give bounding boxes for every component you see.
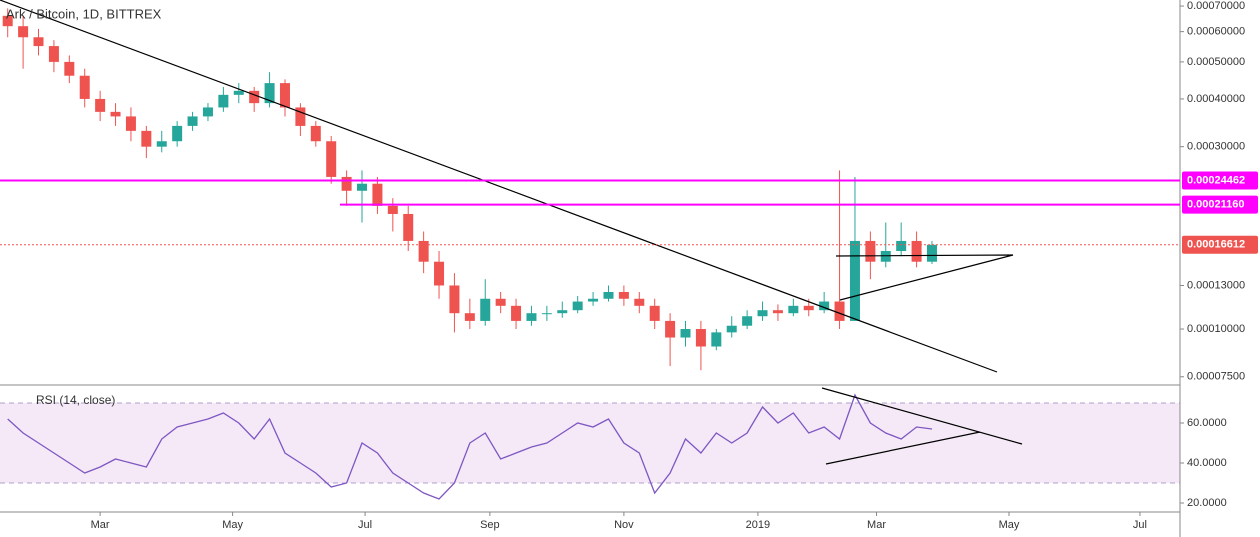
candle-body (541, 313, 552, 315)
candle-body (511, 305, 522, 321)
candle-body (341, 176, 352, 191)
candle-body (788, 305, 799, 314)
triangle (835, 254, 1014, 301)
y-tick-label: 0.00013000 (1187, 279, 1245, 291)
candle-body (495, 298, 506, 306)
rsi-pane (0, 402, 1180, 484)
candle-body (695, 329, 706, 347)
candle-body (172, 125, 183, 142)
candle-body (803, 305, 814, 311)
x-tick-label: Nov (614, 519, 634, 531)
chart-title: Ark / Bitcoin, 1D, BITTREX (6, 6, 162, 21)
candle-body (819, 301, 830, 311)
x-tick-label: Mar (867, 519, 886, 531)
candle-body (526, 313, 537, 321)
rsi-trend-line (821, 387, 1023, 445)
candle-body (110, 111, 121, 117)
rsi-title: RSI (14, close) (36, 393, 115, 407)
candle-body (603, 291, 614, 299)
x-tick-label: May (999, 519, 1020, 531)
candle-body (125, 116, 136, 131)
candle-body (233, 90, 244, 95)
y-tick-label: 0.00070000 (1187, 0, 1245, 12)
candle-body (649, 305, 660, 321)
candle-body (326, 141, 337, 177)
y-tick-label: 0.00010000 (1187, 323, 1245, 335)
trend-line (0, 0, 998, 373)
candle-body (834, 301, 845, 321)
candle-body (187, 116, 198, 126)
x-tick-label: Jul (358, 519, 372, 531)
candle-body (310, 125, 321, 142)
candle-body (64, 61, 75, 76)
rsi-line (7, 393, 933, 500)
candle-body (926, 244, 937, 262)
y-tick-label: 0.00007500 (1187, 371, 1245, 383)
x-tick-label: Sep (480, 519, 500, 531)
candle-body (95, 98, 106, 112)
candle-body (18, 26, 29, 38)
candle-body (880, 251, 891, 262)
candle-body (711, 332, 722, 347)
y-tick-label: 60.0000 (1187, 417, 1227, 429)
candle-body (2, 15, 13, 27)
candle-body (372, 183, 383, 206)
candle-body (665, 320, 676, 338)
candle-body (418, 240, 429, 262)
candle-body (449, 285, 460, 314)
candle-body (742, 316, 753, 326)
plot (2, 8, 937, 500)
y-tick-label: 0.00030000 (1187, 141, 1245, 153)
candle-body (295, 107, 306, 126)
candle-body (680, 329, 691, 338)
y-tick-label: 0.00050000 (1187, 56, 1245, 68)
rsi-trend-line (825, 431, 981, 465)
candle-body (202, 107, 213, 117)
candle-body (572, 301, 583, 311)
x-tick-label: Jul (1133, 519, 1147, 531)
level-label: 0.00016612 (1187, 239, 1245, 251)
x-tick-label: Mar (91, 519, 110, 531)
candle-body (588, 298, 599, 302)
x-tick-label: May (222, 519, 243, 531)
y-tick-label: 0.00060000 (1187, 26, 1245, 38)
candle-body (357, 183, 368, 191)
candle-body (464, 313, 475, 321)
candle-body (156, 141, 167, 147)
level-label: 0.00021160 (1187, 199, 1245, 211)
level-label: 0.00024462 (1187, 174, 1245, 186)
candle-body (726, 325, 737, 333)
candle-body (218, 94, 229, 108)
level-tag (1182, 171, 1258, 190)
candle-body (434, 261, 445, 286)
y-tick-label: 20.0000 (1187, 497, 1227, 509)
candle-body (48, 46, 59, 62)
candle-body (141, 130, 152, 147)
candle-body (279, 83, 290, 108)
candle-body (865, 240, 876, 262)
candle-body (249, 90, 260, 104)
candle-body (849, 240, 860, 321)
candle-body (618, 291, 629, 299)
rsi-band (0, 403, 1180, 483)
y-tick-label: 40.0000 (1187, 457, 1227, 469)
x-tick-label: 2019 (746, 519, 770, 531)
candle-body (772, 310, 783, 314)
level-tag (1182, 235, 1258, 254)
candle-body (911, 240, 922, 262)
y-tick-label: 0.00040000 (1187, 93, 1245, 105)
candle-body (557, 310, 568, 314)
candle-body (896, 240, 907, 252)
candle-body (757, 310, 768, 317)
candle-body (634, 298, 645, 306)
candle-body (387, 205, 398, 214)
candle-body (264, 83, 275, 104)
candle-body (33, 37, 44, 47)
candle-body (79, 75, 90, 99)
level-tag (1182, 195, 1258, 214)
candle-body (480, 298, 491, 321)
candle-body (403, 213, 414, 241)
